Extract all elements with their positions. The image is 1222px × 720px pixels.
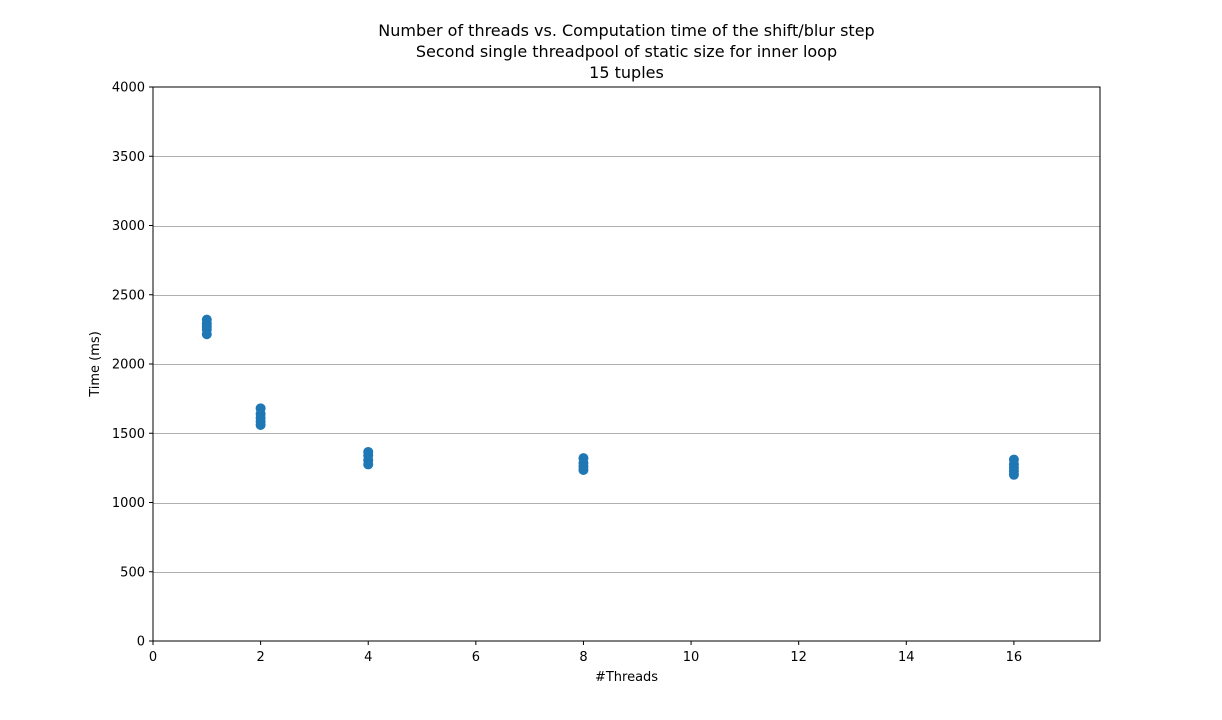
data-point xyxy=(1008,469,1019,480)
data-points xyxy=(201,314,1019,480)
gridlines xyxy=(153,156,1100,573)
x-axis-ticks: 0 2 4 6 8 10 12 14 16 xyxy=(149,641,1022,665)
y-tick-label: 4000 xyxy=(112,81,145,96)
x-tick-label: 6 xyxy=(472,650,480,665)
data-point xyxy=(363,459,374,470)
chart-title-line-3: 15 tuples xyxy=(589,63,664,82)
x-tick-label: 12 xyxy=(790,650,807,665)
y-tick-label: 2500 xyxy=(112,288,145,303)
x-tick-label: 10 xyxy=(683,650,700,665)
y-tick-label: 1500 xyxy=(112,427,145,442)
chart-title-line-2: Second single threadpool of static size … xyxy=(416,42,837,61)
x-tick-label: 0 xyxy=(149,650,157,665)
y-tick-label: 500 xyxy=(120,565,145,580)
y-tick-label: 2000 xyxy=(112,358,145,373)
x-tick-label: 8 xyxy=(579,650,587,665)
chart-title-line-1: Number of threads vs. Computation time o… xyxy=(378,21,874,40)
y-axis-label: Time (ms) xyxy=(88,331,103,398)
x-tick-label: 16 xyxy=(1006,650,1023,665)
y-tick-label: 0 xyxy=(137,635,145,650)
y-tick-label: 1000 xyxy=(112,496,145,511)
data-point xyxy=(255,419,266,430)
x-tick-label: 4 xyxy=(364,650,372,665)
y-axis-ticks: 0 500 1000 1500 2000 2500 3000 3500 4000 xyxy=(112,81,153,650)
y-tick-label: 3500 xyxy=(112,150,145,165)
x-tick-label: 2 xyxy=(256,650,264,665)
data-point xyxy=(578,464,589,475)
data-point xyxy=(201,329,212,340)
x-tick-label: 14 xyxy=(898,650,915,665)
y-tick-label: 3000 xyxy=(112,219,145,234)
x-axis-label: #Threads xyxy=(595,670,658,685)
